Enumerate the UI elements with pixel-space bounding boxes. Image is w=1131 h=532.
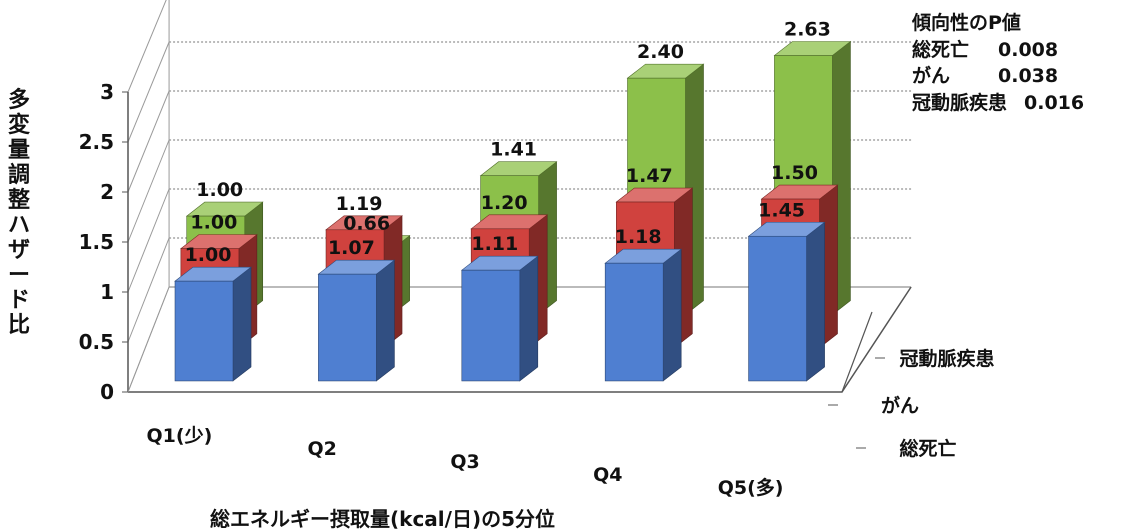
data-label: 1.20	[481, 192, 528, 214]
side-gridline	[127, 90, 170, 193]
data-label: 1.45	[758, 199, 805, 221]
series-labels: 総死亡 がん 冠動脈疾患	[828, 311, 995, 460]
data-label: 0.66	[343, 213, 390, 235]
floor-side-edge	[127, 286, 170, 393]
trend-p-value: 0.016	[1024, 91, 1085, 114]
bars	[174, 40, 852, 382]
trend-p-value-row: 総死亡 0.008	[912, 37, 1084, 64]
trend-p-value-row: がん 0.038	[912, 63, 1084, 90]
x-tick-label: Q1(少)	[147, 425, 213, 447]
y-axis-title: 多変量調整ハザード比	[7, 88, 30, 338]
data-label: 1.00	[185, 244, 232, 266]
x-tick-labels: Q1(少) Q2 Q3 Q4 Q5(多)	[147, 425, 784, 499]
y-tick-label: 2.5	[79, 130, 114, 154]
bar-side	[376, 259, 395, 382]
series-label: 冠動脈疾患	[899, 347, 994, 370]
side-gridline	[127, 0, 167, 93]
x-tick-label: Q4	[593, 464, 622, 486]
y-tick-label: 0.5	[79, 330, 114, 354]
x-axis-title: 総エネルギー摂取量(kcal/日)の5分位	[210, 507, 556, 531]
data-label: 1.11	[471, 233, 518, 255]
trend-p-value-row: 冠動脈疾患 0.016	[912, 90, 1084, 117]
bar-side	[519, 255, 539, 382]
bar-front	[461, 269, 521, 382]
series-label: 総死亡	[899, 437, 956, 460]
bar	[747, 221, 826, 382]
data-label: 1.18	[615, 226, 662, 248]
bar-front	[748, 235, 807, 382]
x-tick-label: Q5(多)	[718, 476, 784, 499]
y-tick-label: 1.5	[79, 230, 114, 254]
data-label: 2.40	[637, 41, 684, 63]
bar-side	[806, 221, 825, 382]
data-label: 1.00	[190, 212, 237, 234]
trend-p-value-name: 総死亡	[912, 38, 970, 61]
data-label: 1.07	[328, 237, 375, 259]
trend-p-value: 0.008	[998, 38, 1059, 61]
trend-p-value-title: 傾向性のP値	[912, 12, 1021, 34]
x-tick-label: Q3	[450, 451, 479, 473]
data-label: 1.41	[490, 139, 537, 161]
data-label: 1.19	[336, 193, 383, 215]
bar-side	[662, 248, 682, 382]
y-tick-label: 3	[100, 80, 114, 104]
bar-front	[318, 273, 377, 382]
bar-front	[604, 262, 664, 382]
data-label: 2.63	[784, 19, 831, 41]
trend-p-value-name: がん	[912, 65, 951, 87]
data-label: 1.47	[626, 165, 673, 187]
trend-p-value-name: 冠動脈疾患	[912, 91, 1008, 114]
y-tick-label: 0	[100, 380, 114, 404]
data-label: 1.50	[771, 162, 818, 184]
trend-p-value-box: 傾向性のP値 総死亡 0.008 がん 0.038 冠動脈疾患 0.016	[912, 10, 1084, 116]
bar-side	[232, 266, 252, 382]
y-tick-label: 1	[100, 280, 114, 304]
side-gridline	[127, 237, 170, 343]
series-label: がん	[881, 394, 919, 417]
gridlines: 0 0.5 1 1.5 2 2.5 3	[79, 0, 912, 404]
depth-axis-line	[841, 311, 873, 393]
bar	[174, 266, 252, 382]
y-tick-label: 2	[100, 180, 114, 204]
trend-p-value: 0.038	[998, 65, 1059, 87]
data-labels: 2.63 2.40 1.41 0.66 1.00 1.50 1.47 1.20 1.19 1.00…	[185, 19, 831, 267]
bar-front	[174, 280, 234, 382]
side-gridline	[127, 188, 170, 293]
side-gridline	[127, 139, 170, 243]
x-tick-label: Q2	[308, 438, 337, 460]
data-label: 1.00	[196, 179, 243, 201]
bar	[317, 259, 396, 382]
bar	[460, 255, 539, 382]
side-gridline	[127, 41, 170, 143]
bar	[604, 248, 683, 382]
